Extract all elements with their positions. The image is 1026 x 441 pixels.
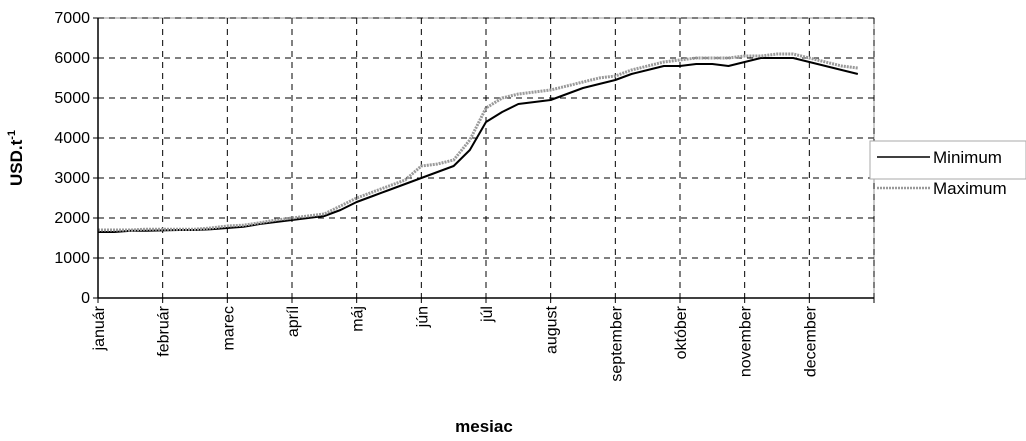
x-axis-title: mesiac — [455, 417, 513, 436]
x-tick-label: november — [738, 305, 755, 377]
y-axis-title-superscript: -1 — [6, 130, 18, 140]
series-lines — [98, 52, 859, 233]
x-tick-label: máj — [350, 306, 367, 332]
y-tick-label: 3000 — [54, 170, 90, 187]
x-tick-labels: január február marec apríl máj jún júl august se… — [91, 298, 875, 382]
legend-box — [869, 140, 1026, 180]
y-tick-label: 6000 — [54, 50, 90, 67]
x-tick-label: február — [156, 305, 173, 356]
y-tick-label: 1000 — [54, 250, 90, 267]
x-tick-label: december — [802, 305, 819, 377]
legend-label-minimum: Minimum — [933, 148, 1002, 167]
x-tick-label: jún — [414, 306, 431, 328]
y-tick-label: 0 — [81, 290, 90, 307]
y-tick-label: 7000 — [54, 10, 90, 27]
series-line-maximum — [98, 52, 859, 232]
x-tick-label: január — [91, 305, 108, 351]
x-tick-label: apríl — [285, 306, 302, 337]
series-line-minimum — [98, 57, 859, 233]
gridlines — [98, 17, 875, 298]
x-tick-label: október — [673, 305, 690, 359]
y-axis-title: USD.t-1 — [6, 130, 26, 186]
y-axis-title-main: USD.t — [7, 139, 26, 186]
legend: Minimum Maximum — [869, 140, 1026, 198]
x-tick-label: september — [608, 305, 625, 381]
plot-area — [97, 17, 875, 299]
y-tick-labels: 0 1000 2000 3000 4000 5000 6000 7000 — [54, 10, 98, 307]
x-tick-label: júl — [479, 306, 496, 323]
y-tick-label: 5000 — [54, 90, 90, 107]
y-tick-label: 4000 — [54, 130, 90, 147]
x-tick-label: marec — [220, 306, 237, 350]
x-tick-label: august — [544, 305, 561, 354]
legend-label-maximum: Maximum — [933, 179, 1007, 198]
y-tick-label: 2000 — [54, 210, 90, 227]
